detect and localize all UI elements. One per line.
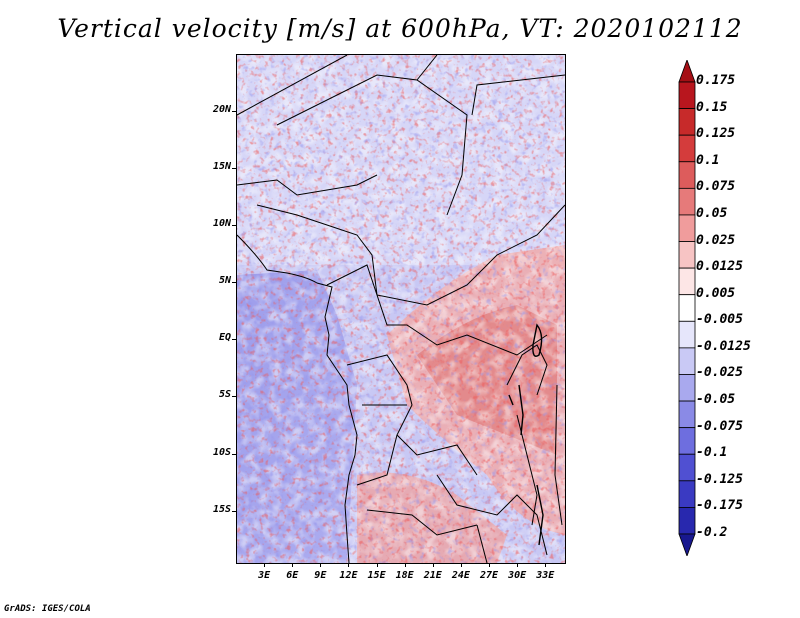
lat-label: 5S bbox=[218, 389, 231, 401]
colorbar-label: -0.05 bbox=[696, 392, 736, 408]
lon-tick bbox=[545, 563, 547, 567]
vertical-velocity-field bbox=[237, 55, 565, 563]
colorbar-label: 0.125 bbox=[696, 126, 736, 142]
colorbar-label: -0.075 bbox=[696, 418, 743, 434]
lon-label: 6E bbox=[286, 570, 299, 581]
lat-tick bbox=[232, 453, 236, 455]
lat-tick bbox=[232, 225, 236, 227]
lat-label: EQ bbox=[218, 332, 231, 344]
lon-tick bbox=[489, 563, 491, 567]
colorbar-swatch bbox=[678, 427, 696, 455]
colorbar-label: -0.2 bbox=[696, 525, 728, 540]
lon-label: 21E bbox=[423, 570, 442, 581]
lon-tick bbox=[460, 563, 462, 567]
lon-label: 18E bbox=[395, 570, 414, 581]
lat-label: 20N bbox=[212, 104, 231, 116]
lon-label: 33E bbox=[536, 570, 555, 581]
lon-label: 12E bbox=[339, 570, 358, 581]
colorbar-swatch bbox=[678, 241, 696, 269]
colorbar-label: -0.1 bbox=[696, 445, 728, 461]
lat-label: 15N bbox=[212, 161, 231, 173]
colorbar-swatch bbox=[678, 81, 696, 109]
lat-tick bbox=[232, 168, 236, 170]
lat-tick bbox=[232, 282, 236, 284]
colorbar-swatch bbox=[678, 134, 696, 163]
colorbar-swatch bbox=[678, 60, 696, 83]
colorbar-swatch bbox=[678, 214, 696, 242]
colorbar-swatch bbox=[678, 453, 696, 482]
lon-label: 3E bbox=[258, 570, 271, 581]
colorbar-swatch bbox=[678, 480, 696, 508]
lon-tick bbox=[264, 563, 266, 567]
lon-label: 9E bbox=[314, 570, 327, 581]
lat-tick bbox=[232, 396, 236, 398]
colorbar-label: 0.075 bbox=[696, 179, 736, 195]
map-plot-area bbox=[236, 54, 566, 564]
lon-tick bbox=[292, 563, 294, 567]
lon-tick bbox=[432, 563, 434, 567]
colorbar-label: -0.125 bbox=[696, 471, 743, 487]
lon-tick bbox=[517, 563, 519, 567]
colorbar-swatch bbox=[678, 507, 696, 535]
colorbar-label: 0.0125 bbox=[696, 259, 743, 275]
colorbar-label: -0.0125 bbox=[696, 338, 751, 354]
colorbar-swatch bbox=[678, 533, 696, 556]
colorbar-swatch bbox=[678, 161, 696, 189]
colorbar-swatch bbox=[678, 294, 696, 322]
lat-tick bbox=[232, 510, 236, 512]
colorbar-swatch bbox=[678, 108, 696, 136]
colorbar-swatch bbox=[678, 320, 696, 349]
colorbar-label: 0.15 bbox=[696, 99, 728, 115]
colorbar-label: 0.1 bbox=[696, 152, 720, 168]
colorbar-swatch bbox=[678, 347, 696, 375]
colorbar-label: -0.025 bbox=[696, 365, 743, 381]
lon-label: 30E bbox=[508, 570, 527, 581]
colorbar-label: 0.025 bbox=[696, 232, 736, 248]
lon-label: 27E bbox=[479, 570, 499, 581]
colorbar bbox=[678, 60, 696, 556]
lon-tick bbox=[376, 563, 378, 567]
colorbar-label: -0.175 bbox=[696, 498, 743, 514]
colorbar-swatch bbox=[678, 267, 696, 296]
lon-tick bbox=[320, 563, 322, 567]
lon-label: 15E bbox=[367, 570, 386, 581]
colorbar-swatch bbox=[678, 374, 696, 402]
colorbar-label: -0.005 bbox=[696, 312, 743, 328]
colorbar-swatch bbox=[678, 400, 696, 429]
lat-tick bbox=[232, 339, 236, 341]
lat-label: 15S bbox=[212, 503, 231, 515]
lon-tick bbox=[348, 563, 350, 567]
colorbar-swatch bbox=[678, 187, 696, 216]
lat-label: 5N bbox=[218, 275, 231, 287]
map-title: Vertical velocity [m/s] at 600hPa, VT: 2… bbox=[57, 14, 743, 43]
lon-tick bbox=[404, 563, 406, 567]
colorbar-label: 0.05 bbox=[696, 205, 728, 221]
lat-label: 10N bbox=[212, 218, 231, 230]
lat-label: 10S bbox=[212, 446, 231, 458]
colorbar-label: 0.005 bbox=[696, 285, 736, 301]
lat-tick bbox=[232, 111, 236, 113]
lon-label: 24E bbox=[451, 570, 470, 581]
colorbar-label: 0.175 bbox=[696, 73, 736, 88]
grads-credit: GrADS: IGES/COLA bbox=[4, 604, 91, 614]
